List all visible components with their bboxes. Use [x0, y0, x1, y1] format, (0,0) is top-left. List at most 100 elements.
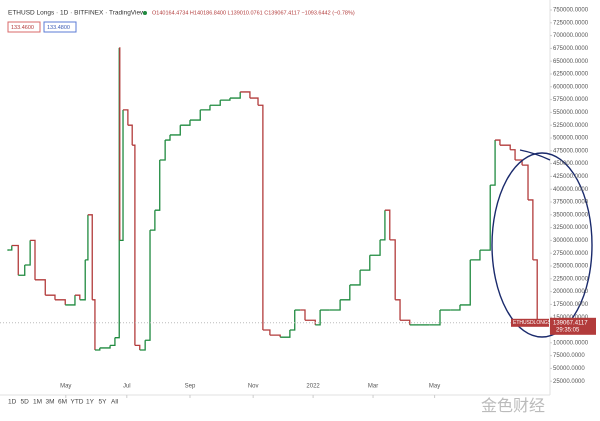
- y-tick-label: 475000.0000: [553, 148, 589, 154]
- y-tick-label: 375000.0000: [553, 200, 589, 206]
- price-segment: [165, 134, 171, 141]
- price-segment: [209, 100, 221, 106]
- price-segment: [154, 160, 161, 211]
- y-tick-label: 150000.0000: [553, 315, 589, 321]
- y-tick-label: 625000.0000: [553, 72, 589, 78]
- price-segment: [200, 105, 211, 111]
- price-segment: [269, 334, 281, 338]
- price-segment: [360, 255, 371, 271]
- y-tick-label: 450000.0000: [553, 161, 589, 167]
- x-tick-label: May: [60, 384, 71, 390]
- ohlc-text: O140164.4734 H140186.8400 L139010.0761 C…: [152, 10, 355, 16]
- price-segment: [490, 140, 496, 186]
- price-segment: [340, 284, 351, 301]
- price-segment: [229, 91, 241, 99]
- price-segment: [54, 299, 66, 305]
- y-tick-label: 725000.0000: [553, 20, 589, 26]
- range-button[interactable]: 5D: [21, 399, 30, 406]
- price-segment: [24, 240, 31, 266]
- price-segment: [369, 239, 381, 256]
- last-price-label: 139067.4117: [553, 320, 588, 326]
- price-segment: [380, 210, 386, 241]
- countdown: 29:35:05: [556, 327, 580, 333]
- range-button[interactable]: 1D: [8, 399, 17, 406]
- y-tick-label: 425000.0000: [553, 174, 589, 180]
- price-segment: [384, 209, 391, 240]
- price-segment: [349, 270, 361, 286]
- range-button[interactable]: 6M: [58, 399, 67, 406]
- y-tick-label: 100000.0000: [553, 340, 589, 346]
- price-segment: [8, 245, 13, 251]
- y-tick-label: 650000.0000: [553, 59, 589, 65]
- price-segment: [495, 139, 501, 146]
- last-price-box: [550, 317, 596, 335]
- price-segment: [159, 140, 166, 161]
- x-tick-label: Jul: [123, 384, 131, 390]
- price-segment: [11, 244, 19, 276]
- x-tick-label: May: [429, 384, 440, 390]
- price-segment: [220, 98, 231, 101]
- price-segment: [400, 319, 411, 325]
- indicator-value: 133.4800: [47, 25, 70, 31]
- status-dot: [143, 11, 147, 15]
- price-segment: [123, 109, 129, 126]
- price-segment: [134, 344, 141, 350]
- y-tick-label: 50000.0000: [553, 366, 585, 372]
- hand-drawn-annotation: [491, 152, 593, 338]
- price-segment: [180, 120, 191, 126]
- price-segment: [35, 279, 46, 296]
- price-segment: [119, 47, 121, 241]
- price-segment: [132, 144, 136, 346]
- range-button[interactable]: All: [111, 399, 119, 406]
- price-segment: [499, 144, 511, 150]
- price-segment: [145, 230, 151, 341]
- price-segment: [479, 185, 491, 251]
- price-segment: [94, 347, 101, 351]
- price-segment: [45, 294, 56, 300]
- price-segment: [389, 239, 396, 300]
- y-tick-label: 250000.0000: [553, 264, 589, 270]
- price-segment: [470, 250, 481, 261]
- price-segment: [395, 299, 401, 321]
- price-segment: [189, 109, 201, 121]
- y-tick-label: 350000.0000: [553, 212, 589, 218]
- price-segment: [240, 91, 251, 99]
- range-button[interactable]: 1Y: [86, 399, 95, 406]
- price-segment: [329, 299, 341, 311]
- plot-area: [7, 47, 538, 351]
- price-segment: [459, 259, 471, 306]
- range-button[interactable]: 5Y: [99, 399, 108, 406]
- y-tick-label: 200000.0000: [553, 289, 589, 295]
- range-button[interactable]: 3M: [46, 399, 55, 406]
- y-tick-label: 600000.0000: [553, 84, 589, 90]
- hand-drawn-stroke: [519, 149, 551, 161]
- y-tick-label: 325000.0000: [553, 225, 589, 231]
- price-segment: [30, 239, 36, 280]
- price-segment: [429, 310, 441, 326]
- price-segment: [289, 310, 296, 331]
- price-segment: [74, 294, 81, 300]
- y-tick-label: 275000.0000: [553, 251, 589, 257]
- y-tick-label: 675000.0000: [553, 46, 589, 52]
- indicator-box: [43, 21, 77, 33]
- price-segment: [87, 214, 93, 300]
- price-segment: [85, 214, 89, 261]
- price-segment: [262, 329, 271, 336]
- x-tick-label: 2022: [306, 384, 320, 390]
- price-segment: [18, 264, 26, 276]
- price-segment: [280, 330, 291, 338]
- indicator-value: 133.4600: [11, 25, 34, 31]
- price-segment: [528, 199, 534, 260]
- price-segment: [300, 309, 306, 321]
- series-tag-box: [511, 318, 549, 327]
- y-tick-label: 525000.0000: [553, 123, 589, 129]
- range-button[interactable]: 1M: [33, 399, 42, 406]
- price-segment: [258, 104, 264, 331]
- y-tick-label: 700000.0000: [553, 33, 589, 39]
- indicator-box: [7, 21, 41, 33]
- price-segment: [99, 345, 111, 349]
- range-button[interactable]: YTD: [71, 399, 84, 406]
- y-tick-label: 25000.0000: [553, 379, 585, 385]
